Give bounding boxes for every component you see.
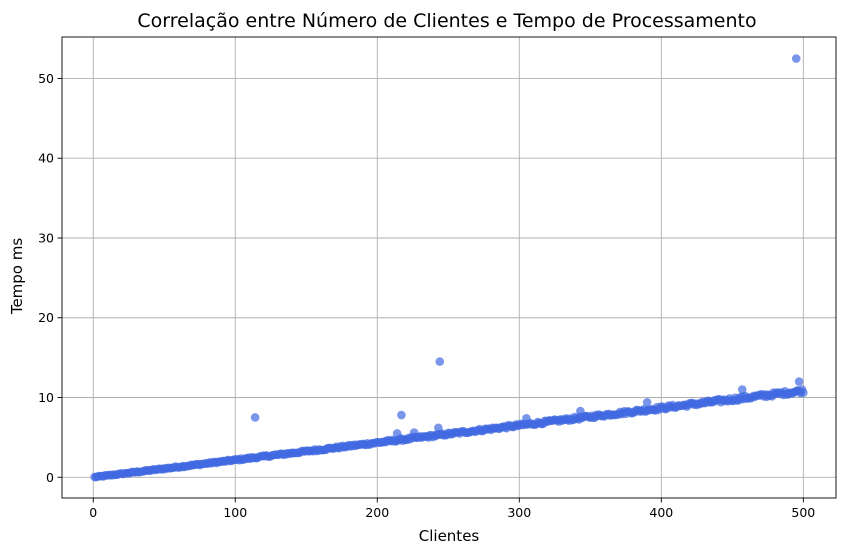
y-tick-label-10: 10 bbox=[38, 390, 54, 405]
data-point bbox=[791, 54, 801, 63]
data-point bbox=[799, 388, 808, 397]
grid bbox=[62, 37, 836, 498]
y-tick-label-50: 50 bbox=[38, 71, 54, 86]
chart-title: Correlação entre Número de Clientes e Te… bbox=[137, 10, 756, 32]
axis-ticks: 0 100 200 300 400 500 0 10 20 30 40 50 bbox=[38, 71, 815, 520]
data-points bbox=[90, 54, 808, 482]
data-point bbox=[522, 413, 531, 423]
y-tick-label-40: 40 bbox=[38, 151, 54, 166]
y-tick-label-20: 20 bbox=[38, 310, 54, 325]
data-point bbox=[392, 429, 402, 438]
x-tick-label-300: 300 bbox=[507, 505, 531, 520]
data-point bbox=[794, 377, 804, 386]
y-axis-label: Tempo ms bbox=[8, 238, 26, 316]
x-tick-label-100: 100 bbox=[223, 505, 247, 520]
data-point bbox=[250, 413, 260, 422]
data-point bbox=[434, 423, 443, 433]
y-tick-label-30: 30 bbox=[38, 230, 54, 245]
data-point bbox=[409, 428, 419, 437]
x-tick-label-200: 200 bbox=[365, 505, 389, 520]
x-tick-label-400: 400 bbox=[649, 505, 673, 520]
data-point bbox=[737, 385, 747, 394]
x-tick-label-500: 500 bbox=[791, 505, 815, 520]
data-point bbox=[397, 410, 406, 420]
data-point bbox=[576, 406, 585, 416]
x-axis-label: Clientes bbox=[419, 527, 480, 545]
data-point bbox=[435, 357, 445, 366]
plot-area-frame bbox=[61, 36, 837, 499]
x-tick-label-0: 0 bbox=[89, 505, 97, 520]
data-point bbox=[642, 397, 652, 407]
y-tick-label-0: 0 bbox=[46, 470, 54, 485]
